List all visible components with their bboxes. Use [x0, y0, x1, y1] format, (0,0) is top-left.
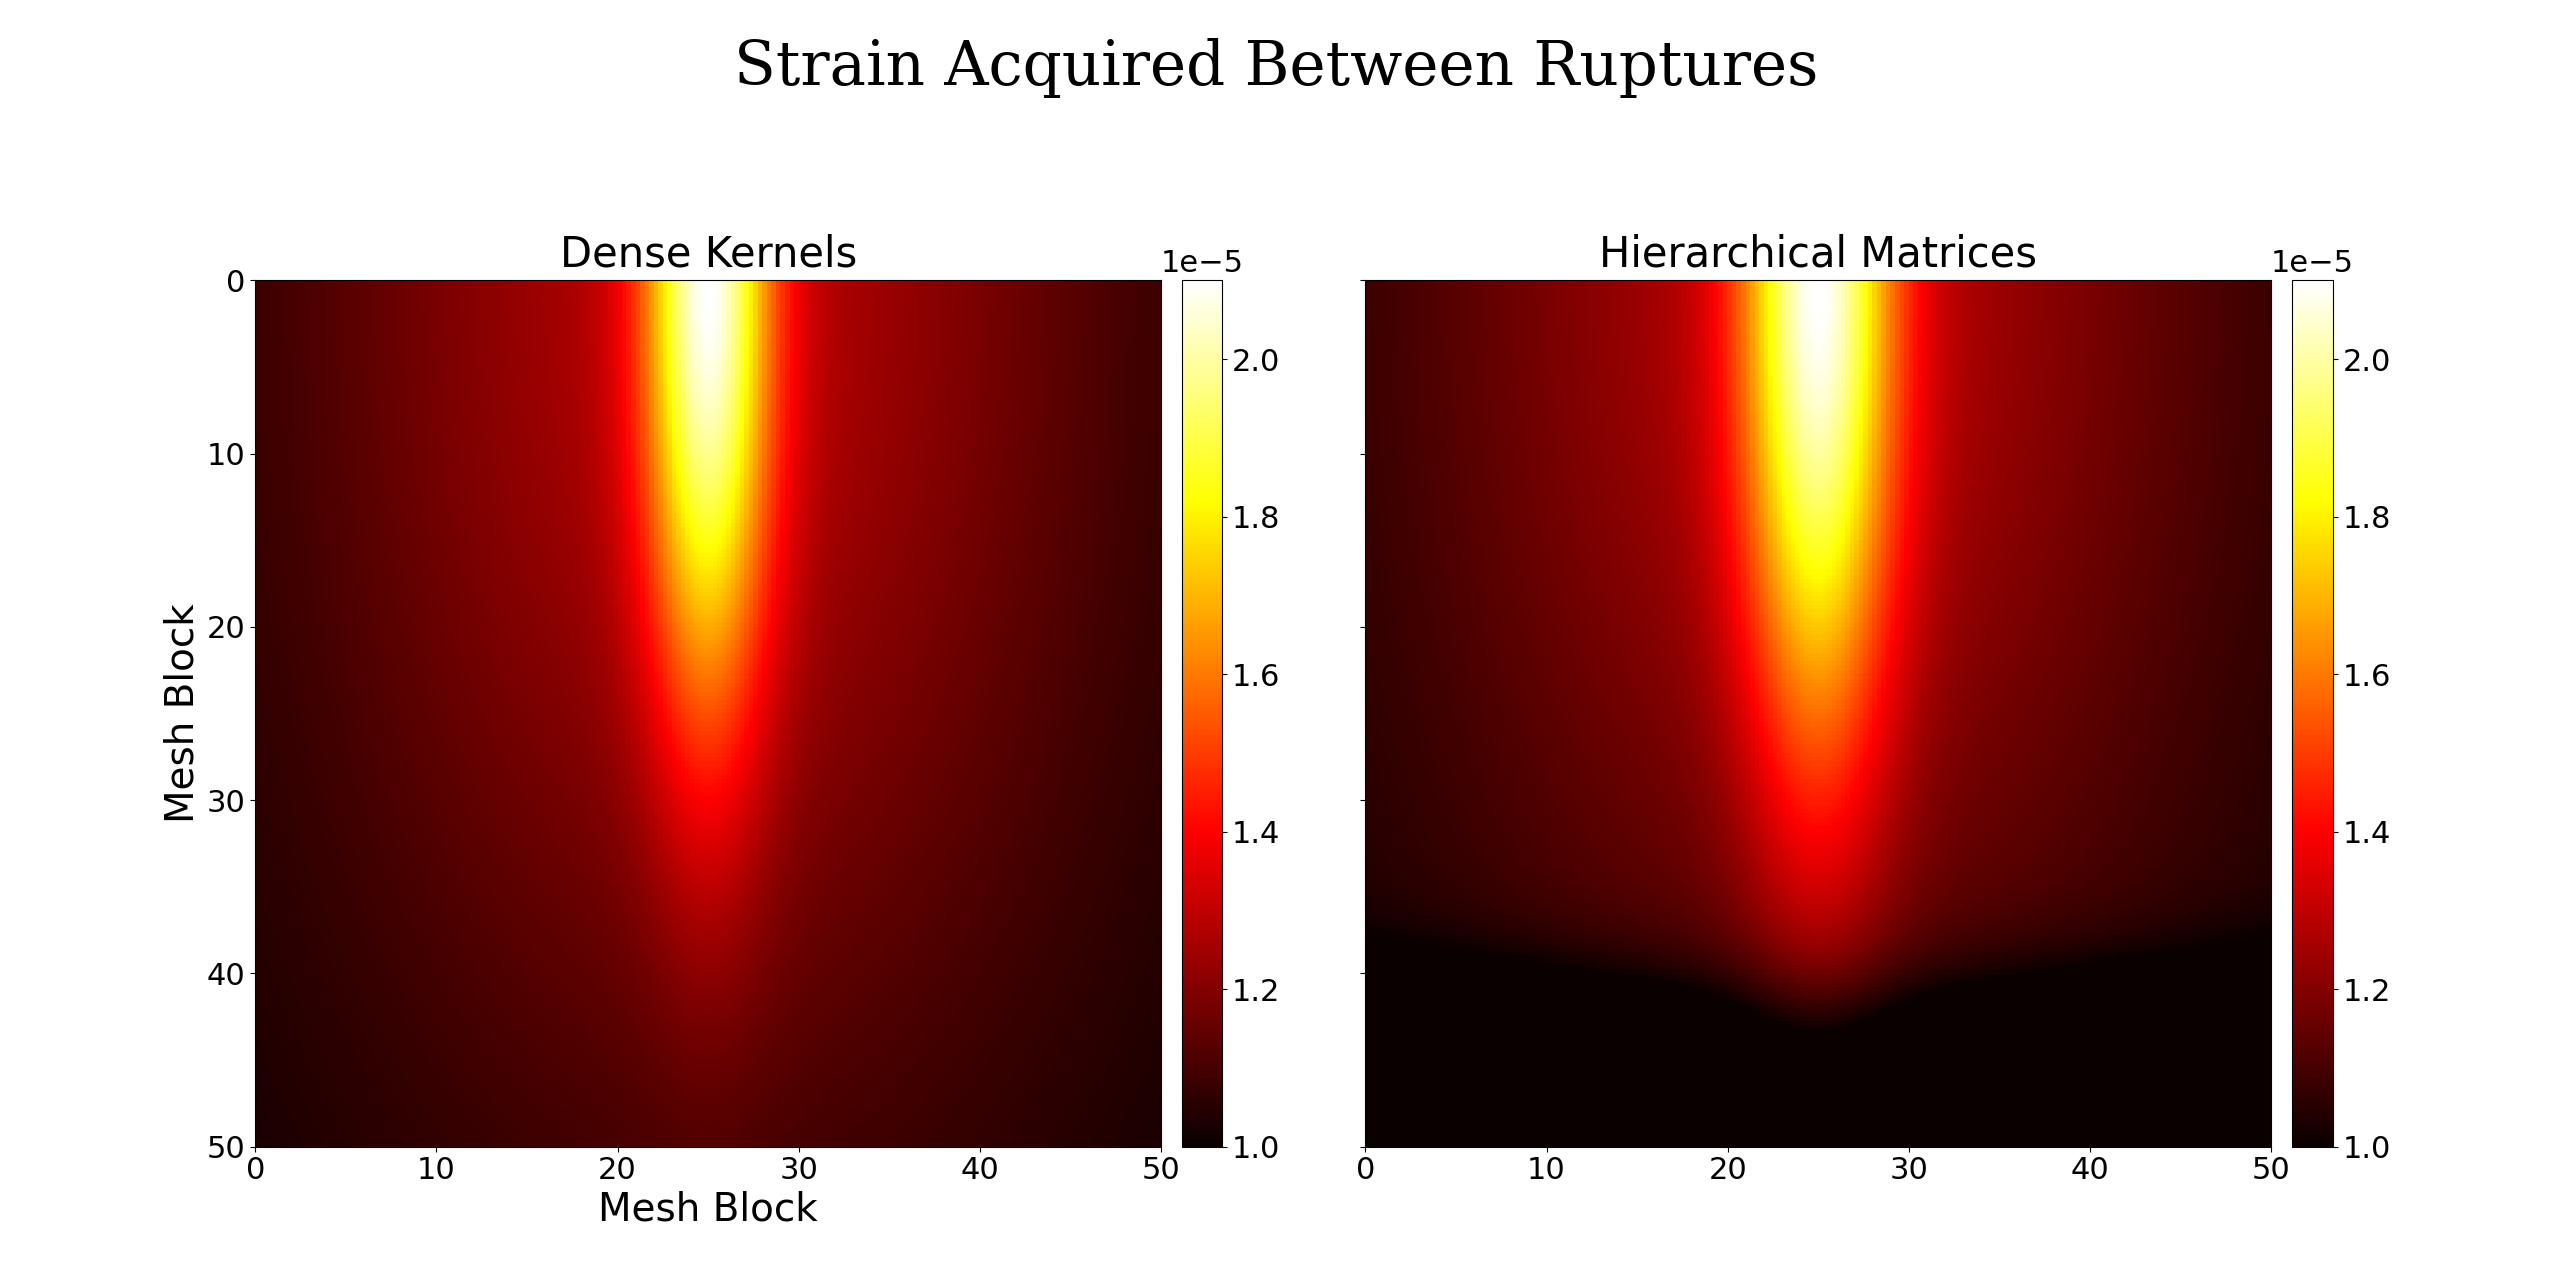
Title: Dense Kernels: Dense Kernels — [559, 233, 857, 275]
Title: Hierarchical Matrices: Hierarchical Matrices — [1600, 233, 2036, 275]
Y-axis label: Mesh Block: Mesh Block — [163, 604, 202, 823]
Text: Strain Acquired Between Ruptures: Strain Acquired Between Ruptures — [735, 38, 1817, 98]
X-axis label: Mesh Block: Mesh Block — [597, 1191, 819, 1229]
Title: 1e−5: 1e−5 — [2271, 248, 2353, 278]
Title: 1e−5: 1e−5 — [1161, 248, 1243, 278]
